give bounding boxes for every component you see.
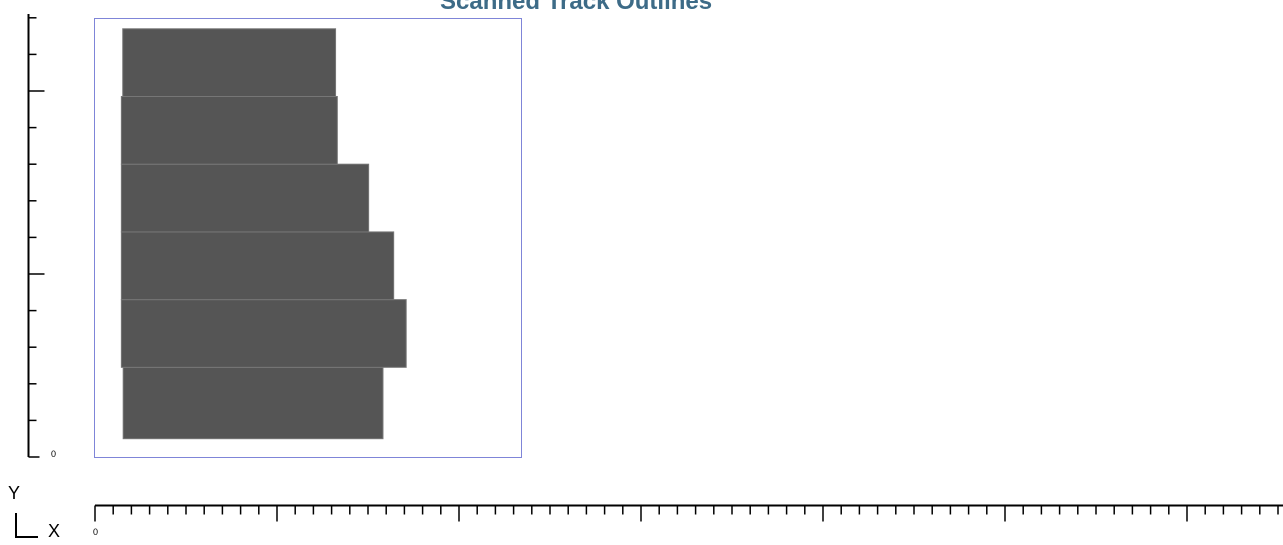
- x-axis-origin-label: 0: [93, 527, 99, 537]
- bars-layer: [120, 28, 407, 440]
- track-bar: [120, 299, 407, 368]
- y-axis-origin-label: 0: [51, 449, 57, 459]
- y-axis-label: Y: [8, 483, 21, 503]
- y-axis: [27, 14, 45, 458]
- x-axis: [94, 504, 1283, 522]
- axes-orientation-icon: [15, 513, 38, 538]
- track-bar: [122, 28, 337, 97]
- x-axis-label: X: [48, 521, 61, 541]
- scan-area-frame: [94, 18, 522, 458]
- track-bar: [120, 231, 395, 301]
- chart-title: Scanned Track Outlines: [440, 0, 713, 15]
- track-bar: [120, 95, 338, 165]
- track-bar: [120, 163, 370, 233]
- track-bar: [122, 366, 384, 440]
